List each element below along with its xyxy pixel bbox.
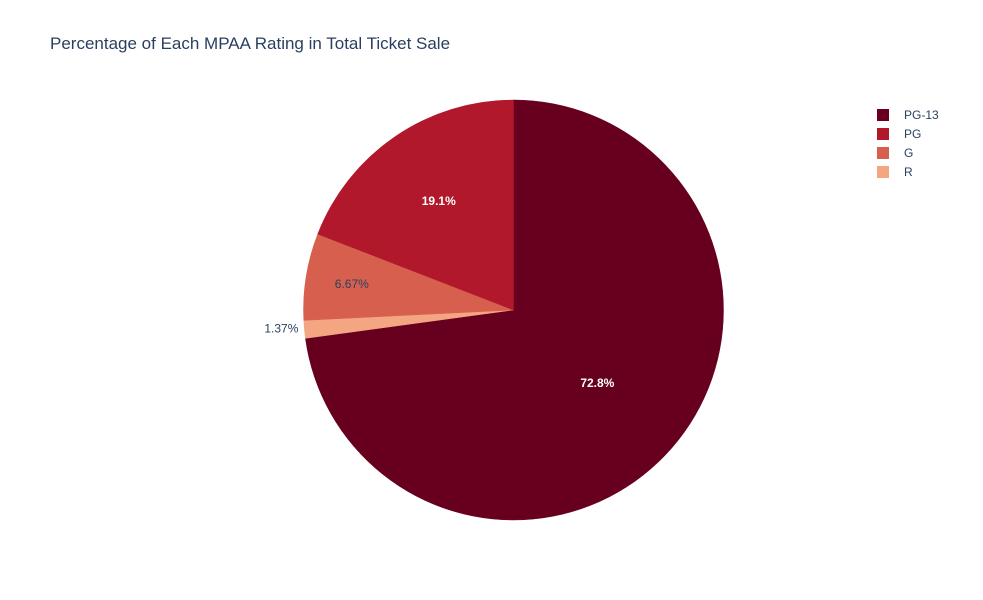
legend-swatch	[877, 127, 889, 140]
legend-label: PG	[904, 126, 922, 141]
pie-slice-pg13[interactable]	[305, 99, 724, 521]
legend-swatch	[877, 108, 889, 121]
legend-label: PG-13	[904, 107, 939, 122]
legend-swatch	[877, 165, 889, 178]
pie-label-g: 6.67%	[335, 277, 369, 291]
legend-swatch	[877, 146, 889, 159]
legend-label: R	[904, 164, 913, 179]
legend-item-pg[interactable]: PG	[877, 124, 939, 143]
legend-label: G	[904, 145, 914, 160]
legend-item-r[interactable]: R	[877, 162, 939, 181]
chart-title: Percentage of Each MPAA Rating in Total …	[50, 34, 451, 53]
legend: PG-13 PG G R	[877, 105, 939, 181]
pie-label-pg13: 72.8%	[580, 376, 614, 390]
pie-slice-pg[interactable]	[317, 99, 514, 311]
legend-item-pg13[interactable]: PG-13	[877, 105, 939, 124]
pie-label-r: 1.37%	[264, 322, 298, 336]
legend-item-g[interactable]: G	[877, 143, 939, 162]
pie-slices	[303, 99, 724, 521]
pie-labels: 72.8% 1.37% 6.67% 19.1%	[264, 194, 614, 390]
pie-label-pg: 19.1%	[422, 194, 456, 208]
